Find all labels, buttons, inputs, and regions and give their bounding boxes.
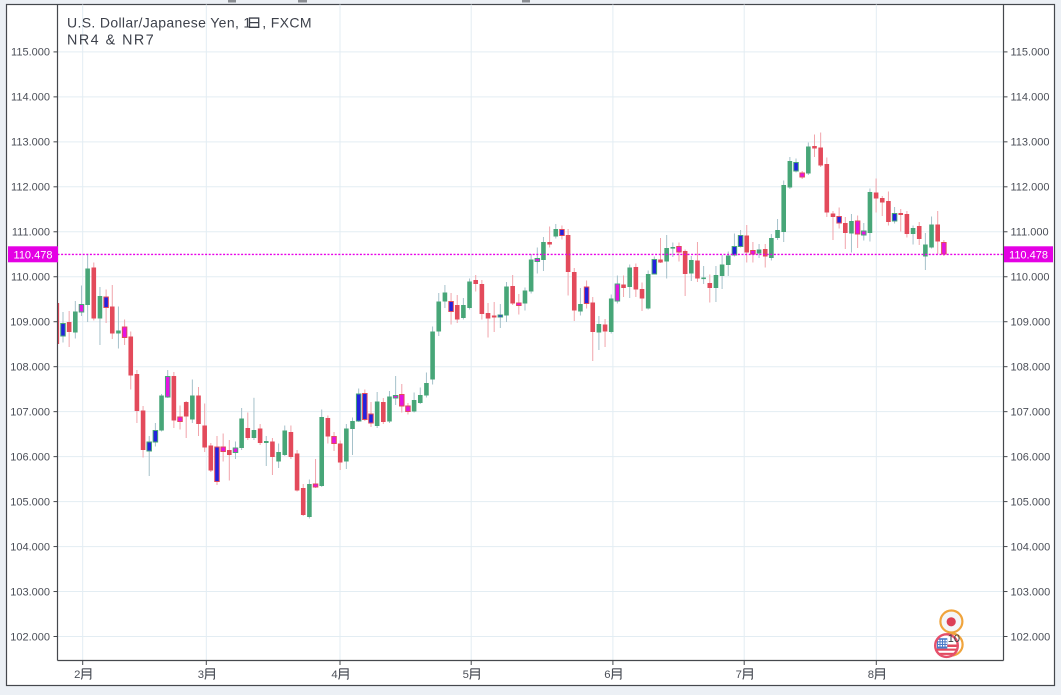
svg-text:108.000: 108.000 [10,361,50,373]
svg-text:NR4 & NR7: NR4 & NR7 [67,33,155,49]
svg-text:105.000: 105.000 [10,496,50,508]
svg-text:105.000: 105.000 [1011,496,1051,508]
svg-text:112.000: 112.000 [11,182,50,194]
svg-text:109.000: 109.000 [10,317,50,329]
svg-text:114.000: 114.000 [1011,92,1050,104]
svg-text:103.000: 103.000 [10,586,50,598]
svg-text:10: 10 [948,633,960,645]
svg-text:107.000: 107.000 [1011,406,1051,418]
svg-text:103.000: 103.000 [1011,586,1051,598]
svg-text:104.000: 104.000 [10,541,50,553]
svg-text:, FXCM: , FXCM [262,15,312,31]
svg-text:107.000: 107.000 [10,406,50,418]
svg-text:115.000: 115.000 [11,47,50,59]
svg-text:110.478: 110.478 [1009,249,1048,261]
svg-text:111.000: 111.000 [12,227,50,239]
svg-text:U.S. Dollar/Japanese Yen, 1: U.S. Dollar/Japanese Yen, 1 [67,15,252,31]
svg-text:4: 4 [331,669,337,681]
svg-text:3: 3 [198,669,204,681]
svg-text:106.000: 106.000 [1011,451,1051,463]
svg-text:115.000: 115.000 [1011,47,1050,59]
svg-text:112.000: 112.000 [1011,182,1050,194]
svg-text:110.000: 110.000 [11,272,50,284]
svg-text:110.478: 110.478 [14,249,53,261]
svg-text:104.000: 104.000 [1011,541,1051,553]
svg-text:113.000: 113.000 [1011,137,1050,149]
svg-text:111.000: 111.000 [1011,227,1049,239]
svg-text:6: 6 [604,669,610,681]
svg-text:7: 7 [736,669,742,681]
svg-text:102.000: 102.000 [1011,631,1051,643]
svg-text:114.000: 114.000 [11,92,50,104]
svg-text:2: 2 [74,669,80,681]
svg-text:8: 8 [868,669,874,681]
svg-text:106.000: 106.000 [10,451,50,463]
svg-text:5: 5 [463,669,469,681]
svg-text:113.000: 113.000 [11,137,50,149]
svg-text:109.000: 109.000 [1011,317,1051,329]
svg-text:102.000: 102.000 [10,631,50,643]
svg-text:110.000: 110.000 [1011,272,1050,284]
svg-text:108.000: 108.000 [1011,361,1051,373]
